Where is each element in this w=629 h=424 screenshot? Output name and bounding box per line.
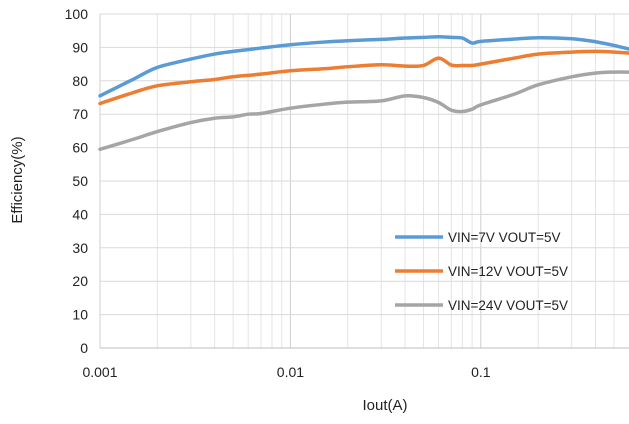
legend-label-3: VIN=24V VOUT=5V <box>448 298 568 313</box>
x-tick-label: 0.1 <box>471 364 491 380</box>
x-tick-label: 0.01 <box>277 364 304 380</box>
legend-label-1: VIN=7V VOUT=5V <box>448 230 561 245</box>
y-tick-label: 80 <box>72 73 88 89</box>
y-axis-title: Efficiency(%) <box>9 136 26 223</box>
y-tick-label: 70 <box>72 106 88 122</box>
series-line-3 <box>98 70 629 152</box>
grid-layer <box>99 13 629 349</box>
y-tick-label: 100 <box>65 6 89 22</box>
series-line-2 <box>98 49 629 106</box>
y-tick-label: 60 <box>72 140 88 156</box>
x-axis-title: Iout(A) <box>362 397 407 414</box>
series-line-1 <box>98 34 629 98</box>
x-tick-label: 0.001 <box>82 364 117 380</box>
y-tick-label: 90 <box>72 39 88 55</box>
legend-label-2: VIN=12V VOUT=5V <box>448 264 568 279</box>
y-tick-label: 0 <box>80 340 88 356</box>
legend: VIN=7V VOUT=5V VIN=12V VOUT=5V VIN=24V VOU… <box>395 230 568 313</box>
y-tick-label: 30 <box>72 240 88 256</box>
axis-layer: 0 10 20 30 40 50 60 70 80 90 100 0.001 0.01 0.1 <box>65 6 629 380</box>
y-tick-label: 20 <box>72 273 88 289</box>
y-tick-label: 10 <box>72 307 88 323</box>
y-tick-label: 50 <box>72 173 88 189</box>
series-layer <box>98 34 629 152</box>
y-tick-label: 40 <box>72 206 88 222</box>
